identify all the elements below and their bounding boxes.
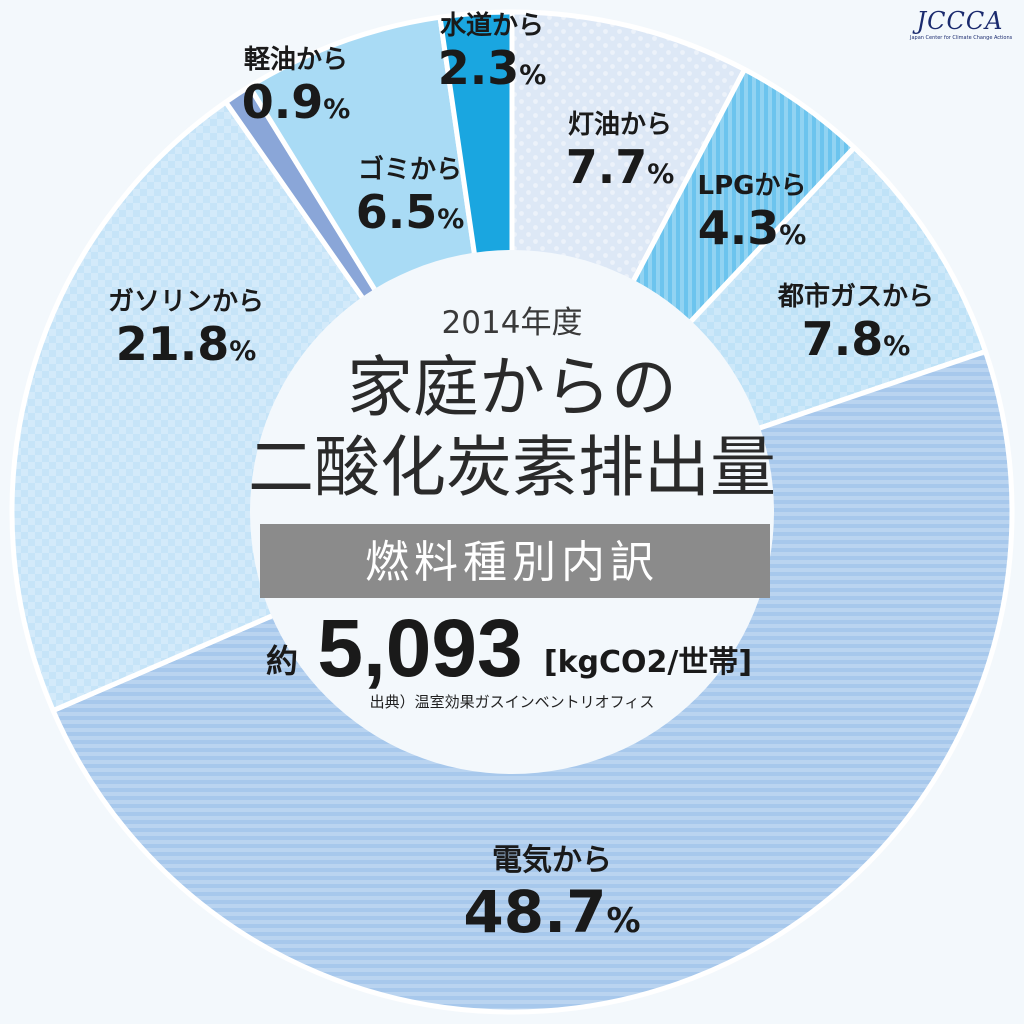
- slice-label-name-6: ゴミから: [358, 154, 462, 185]
- logo-subtitle: Japan Center for Climate Change Actions: [910, 35, 1013, 41]
- slice-label-value-6: 6.5%: [356, 185, 465, 239]
- slice-label-unit-0: %: [647, 159, 674, 190]
- slice-label-unit-4: %: [229, 336, 256, 367]
- slice-label-name-7: 水道から: [440, 10, 544, 41]
- center-disc: [250, 250, 774, 774]
- slice-label-name-0: 灯油から: [568, 110, 672, 140]
- logo-text: JCCCA: [916, 7, 1004, 35]
- slice-label-name-1: LPGから: [698, 171, 807, 201]
- slice-label-unit-1: %: [779, 220, 806, 251]
- slice-label-name-3: 電気から: [492, 843, 612, 878]
- slice-label-value-2: 7.8%: [802, 312, 911, 366]
- subtitle-band: [260, 524, 770, 598]
- slice-label-name-5: 軽油から: [244, 44, 348, 75]
- slice-label-name-2: 都市ガスから: [777, 281, 934, 312]
- total-value: 5,093: [317, 603, 522, 694]
- slice-label-unit-6: %: [437, 204, 464, 235]
- center-title-line2: 二酸化炭素排出量: [248, 429, 776, 506]
- slice-label-unit-3: %: [607, 901, 641, 941]
- center-subtitle: 燃料種別内訳: [365, 537, 659, 588]
- center-year: 2014年度: [442, 305, 583, 341]
- slice-label-value-4: 21.8%: [116, 317, 257, 371]
- total-unit: [kgCO2/世帯]: [544, 645, 752, 680]
- jccca-logo: JCCCA Japan Center for Climate Change Ac…: [910, 7, 1013, 48]
- slice-label-value-5: 0.9%: [242, 75, 351, 129]
- slice-label-value-3: 48.7%: [463, 878, 640, 946]
- slice-label-unit-7: %: [519, 60, 546, 91]
- slice-label-value-0: 7.7%: [566, 140, 675, 194]
- slice-label-name-4: ガソリンから: [108, 287, 264, 317]
- center-title-line1: 家庭からの: [347, 349, 677, 426]
- slice-label-value-7: 2.3%: [438, 41, 547, 95]
- source-note: 出典）温室効果ガスインベントリオフィス: [370, 693, 655, 711]
- total-prefix: 約: [266, 642, 298, 680]
- slice-label-value-1: 4.3%: [698, 201, 807, 255]
- slice-label-unit-2: %: [883, 331, 910, 362]
- slice-label-unit-5: %: [323, 94, 350, 125]
